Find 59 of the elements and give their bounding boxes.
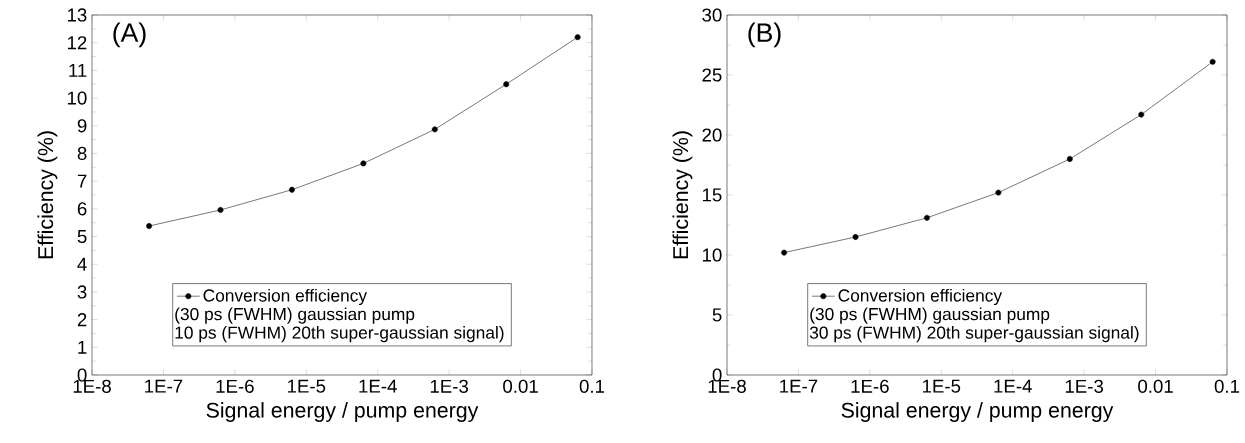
x-axis-title: Signal energy / pump energy <box>841 402 1114 422</box>
point <box>1209 58 1216 65</box>
y-tick-label: 9 <box>77 119 87 133</box>
y-tick-label: 10 <box>67 91 87 105</box>
y-tick-label: 10 <box>702 248 722 262</box>
point <box>1138 111 1145 118</box>
x-tick-label: 1E-6 <box>851 379 889 393</box>
x-tick-label: 1E-3 <box>1065 379 1104 393</box>
annotation: 10 ps (FWHM) 20th super-gaussian signal) <box>175 326 504 343</box>
x-tick-label: 1E-5 <box>922 379 961 393</box>
point <box>1066 156 1073 162</box>
y-tick-label: 5 <box>712 308 722 322</box>
x-tick-label: 0.1 <box>1214 379 1240 393</box>
chart-title: (A) <box>113 22 146 48</box>
x-tick-label: 1E-4 <box>359 379 397 393</box>
point <box>574 34 581 41</box>
y-tick-label: 25 <box>702 68 722 82</box>
annotation: (30 ps (FWHM) gaussian pump <box>810 307 1050 324</box>
annotation: 30 ps (FWHM) 20th super-gaussian signal) <box>809 326 1139 343</box>
point <box>852 234 859 240</box>
point <box>781 249 788 256</box>
point <box>995 189 1002 196</box>
y-tick-label: 3 <box>77 285 87 299</box>
x-tick-label: 1E-7 <box>780 379 818 393</box>
y-tick-label: 13 <box>67 8 87 22</box>
chart-title: (B) <box>748 22 781 48</box>
x-tick-label: 0.1 <box>579 379 605 393</box>
point <box>431 126 438 133</box>
y-tick-label: 12 <box>67 36 87 50</box>
y-axis-title: Efficiency (%) <box>37 131 58 259</box>
annotation: (30 ps (FWHM) gaussian pump <box>175 307 415 324</box>
x-tick-label: 0.01 <box>1138 379 1173 393</box>
legend-label: Conversion efficiency <box>838 288 1003 306</box>
y-axis-title: Efficiency (%) <box>672 131 693 259</box>
x-tick-label: 1E-7 <box>145 379 183 393</box>
y-tick-label: 4 <box>77 257 87 271</box>
legend-label: Conversion efficiency <box>203 288 368 306</box>
x-tick-label: 0.01 <box>503 379 538 393</box>
y-tick-label: 1 <box>78 340 87 354</box>
x-tick-label: 1E-3 <box>430 379 469 393</box>
x-tick-label: 1E-6 <box>216 379 254 393</box>
point <box>146 223 153 229</box>
x-tick-label: 1E-4 <box>994 379 1032 393</box>
y-tick-label: 7 <box>77 174 87 188</box>
point <box>503 81 510 88</box>
y-tick-label: 6 <box>77 202 87 216</box>
point <box>924 214 930 221</box>
y-tick-label: 5 <box>77 230 87 244</box>
y-tick-label: 30 <box>702 8 722 22</box>
y-tick-label: 2 <box>77 313 87 327</box>
y-tick-label: 11 <box>69 63 87 77</box>
x-tick-label: 1E-5 <box>287 379 326 393</box>
y-tick-label: 15 <box>702 188 722 202</box>
point <box>360 160 367 167</box>
x-axis-title: Signal energy / pump energy <box>206 402 479 422</box>
point <box>289 186 295 193</box>
y-tick-label: 20 <box>702 128 722 142</box>
y-tick-label: 8 <box>77 146 87 161</box>
point <box>217 207 224 213</box>
